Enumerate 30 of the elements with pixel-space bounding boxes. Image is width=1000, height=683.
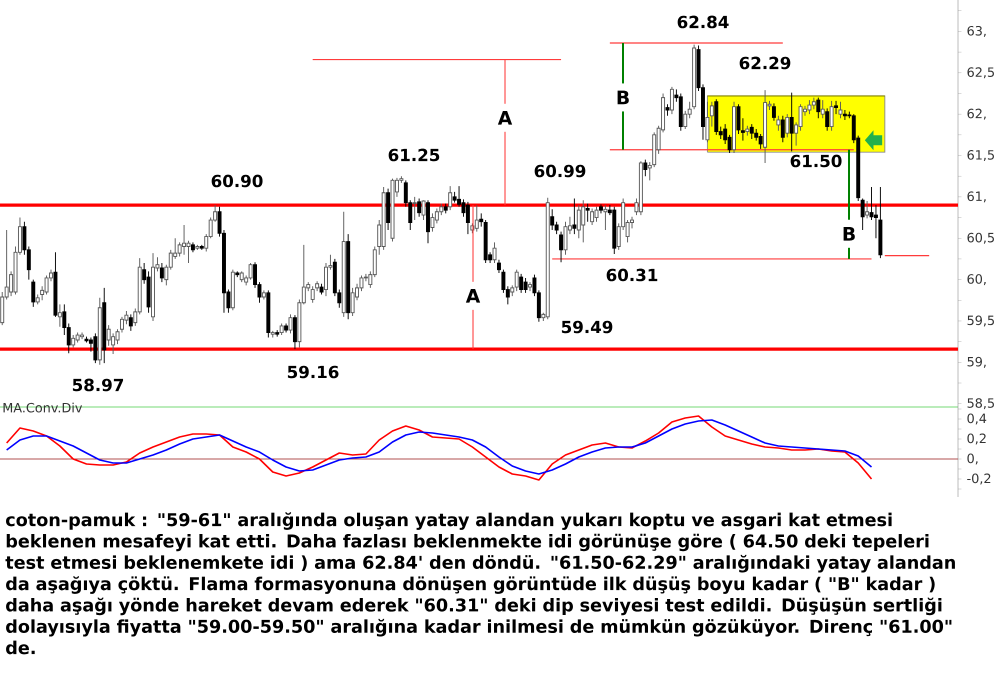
y-tick-label: 0, <box>967 454 978 464</box>
y-tick-label: 60, <box>967 274 986 286</box>
annotation: B <box>844 227 855 241</box>
annotation: 60.31 <box>606 268 658 282</box>
annotation: 61.25 <box>388 148 440 162</box>
y-tick-label: 59,5 <box>968 315 994 326</box>
annotation: 60.99 <box>534 164 586 178</box>
annotation: A <box>466 289 480 303</box>
annotation: B <box>618 90 629 104</box>
chart-title: MA.Conv.Div <box>4 402 82 413</box>
annotation: 59.16 <box>288 366 338 378</box>
y-tick-label: 59, <box>968 356 986 368</box>
y-tick-label: 0,2 <box>967 434 986 444</box>
y-tick-label: 62,5 <box>967 67 994 78</box>
annotation: 61.50 <box>790 154 842 168</box>
annotation: A <box>498 110 512 125</box>
annotation: 59.49 <box>562 320 612 334</box>
text: coton-pamuk : "59-61" aralığında oluşan yatay alandan yukarı koptu ve asgari kat etmesi beklenen mesafeyi kat etti. Daha fazlası beklenmekte idi görünüşe göre ( 64.50 deki tepeleri test etmesi beklenemkete idi ) ama 62.84' den döndü. "61.50-62.29" aralığındaki yatay alandan da aşağıya çöktü. Flama formasyonuna dönüşen görüntüde ilk düşüş boyu kadar ( "B" kadar ) daha aşağı yönde hareket devam ederek "60.31" deki dip seviyesi test edildi. Düşüşün sertliği dolayısıyla fiyatta "59.00-59.50" aralığına kadar inilmesi de mümkün gözüküyor. Direnç "61.00" de. <box>6 512 955 654</box>
y-tick-label: 60,5 <box>967 232 994 244</box>
annotation: 62.29 <box>740 56 790 70</box>
y-tick-label: 61, <box>967 191 986 202</box>
y-tick-label: 61,5 <box>967 150 994 162</box>
annotation: 62.84 <box>678 16 729 28</box>
y-tick-label: 62, <box>967 108 986 120</box>
y-tick-label: -0,2 <box>967 474 990 484</box>
annotation: 60.90 <box>212 174 263 188</box>
y-tick-label: 63, <box>967 26 986 37</box>
y-tick-label: 0,4 <box>967 414 986 424</box>
y-tick-label: 58,5 <box>968 398 994 410</box>
annotation: 58.97 <box>72 378 124 392</box>
